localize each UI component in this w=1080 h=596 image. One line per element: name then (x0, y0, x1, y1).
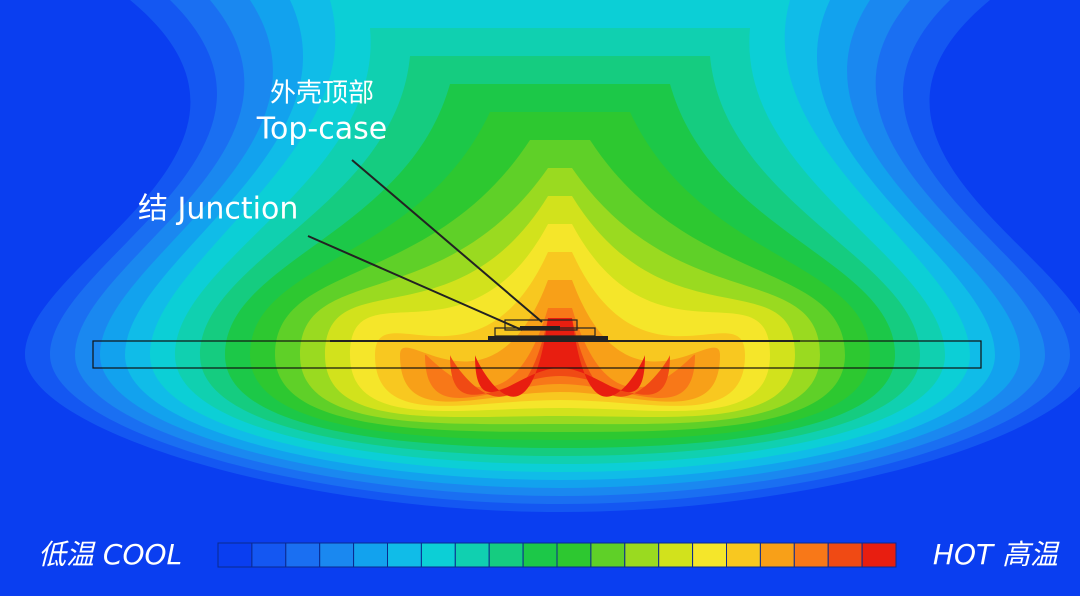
scale-swatch (556, 542, 592, 568)
scale-swatch (319, 542, 355, 568)
top-case-leader (351, 159, 543, 323)
scale-swatch (624, 542, 660, 568)
junction-label: 结 Junction (138, 192, 298, 227)
scale-swatch (522, 542, 558, 568)
scale-swatch (488, 542, 524, 568)
scale-swatch (420, 542, 456, 568)
scale-swatch (387, 542, 422, 568)
scale-swatch (861, 542, 897, 568)
scale-swatch (793, 542, 829, 568)
scale-swatch (692, 542, 727, 568)
top-case-label: Top-case (256, 112, 387, 147)
scale-swatch (658, 542, 694, 568)
cool-label: 低温 COOL (38, 538, 182, 571)
color-scale (217, 542, 897, 568)
scale-swatch (353, 542, 389, 568)
scale-swatch (726, 542, 761, 568)
scale-swatch (285, 542, 321, 568)
scale-swatch (590, 542, 626, 568)
scale-swatch (251, 542, 287, 568)
scale-swatch (217, 542, 253, 568)
junction-leader (307, 235, 523, 331)
scale-swatch (454, 542, 490, 568)
hot-label: HOT 高温 (933, 538, 1060, 571)
contour-band (475, 318, 645, 397)
top-case-cn: 外壳顶部 (270, 79, 374, 109)
scale-swatch (827, 542, 863, 568)
scale-swatch (759, 542, 795, 568)
die (520, 326, 560, 330)
leadframe (488, 336, 608, 341)
